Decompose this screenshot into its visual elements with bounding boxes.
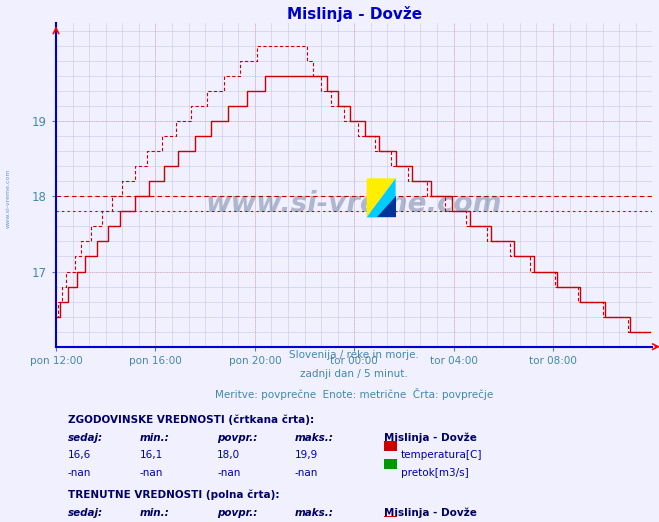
Text: povpr.:: povpr.: xyxy=(217,507,258,518)
Text: Slovenija / reke in morje.: Slovenija / reke in morje. xyxy=(289,350,419,360)
Text: maks.:: maks.: xyxy=(295,507,333,518)
Text: Meritve: povprečne  Enote: metrične  Črta: povprečje: Meritve: povprečne Enote: metrične Črta:… xyxy=(215,387,494,399)
Text: TRENUTNE VREDNOSTI (polna črta):: TRENUTNE VREDNOSTI (polna črta): xyxy=(68,490,279,500)
Title: Mislinja - Dovže: Mislinja - Dovže xyxy=(287,6,422,22)
Text: ZGODOVINSKE VREDNOSTI (črtkana črta):: ZGODOVINSKE VREDNOSTI (črtkana črta): xyxy=(68,414,314,425)
Text: -nan: -nan xyxy=(68,468,92,478)
Text: 19,9: 19,9 xyxy=(295,450,318,460)
Text: 16,1: 16,1 xyxy=(140,450,163,460)
Text: 16,6: 16,6 xyxy=(68,450,91,460)
Text: pretok[m3/s]: pretok[m3/s] xyxy=(401,468,469,478)
Text: min.:: min.: xyxy=(140,433,169,443)
Text: Mislinja - Dovže: Mislinja - Dovže xyxy=(384,507,477,518)
Text: temperatura[C]: temperatura[C] xyxy=(401,450,482,460)
Text: -nan: -nan xyxy=(295,468,318,478)
Bar xyxy=(384,442,397,452)
Text: maks.:: maks.: xyxy=(295,433,333,443)
Polygon shape xyxy=(366,179,395,217)
Text: min.:: min.: xyxy=(140,507,169,518)
Text: -nan: -nan xyxy=(217,468,241,478)
Text: Mislinja - Dovže: Mislinja - Dovže xyxy=(384,433,477,443)
Text: 18,0: 18,0 xyxy=(217,450,240,460)
Text: www.si-vreme.com: www.si-vreme.com xyxy=(206,191,502,219)
Polygon shape xyxy=(377,196,395,217)
Text: -nan: -nan xyxy=(140,468,163,478)
Text: sedaj:: sedaj: xyxy=(68,507,103,518)
Text: zadnji dan / 5 minut.: zadnji dan / 5 minut. xyxy=(301,369,408,379)
Text: www.si-vreme.com: www.si-vreme.com xyxy=(6,169,11,228)
Polygon shape xyxy=(366,179,395,217)
Bar xyxy=(384,516,397,522)
Text: povpr.:: povpr.: xyxy=(217,433,258,443)
Bar xyxy=(384,459,397,469)
Text: sedaj:: sedaj: xyxy=(68,433,103,443)
